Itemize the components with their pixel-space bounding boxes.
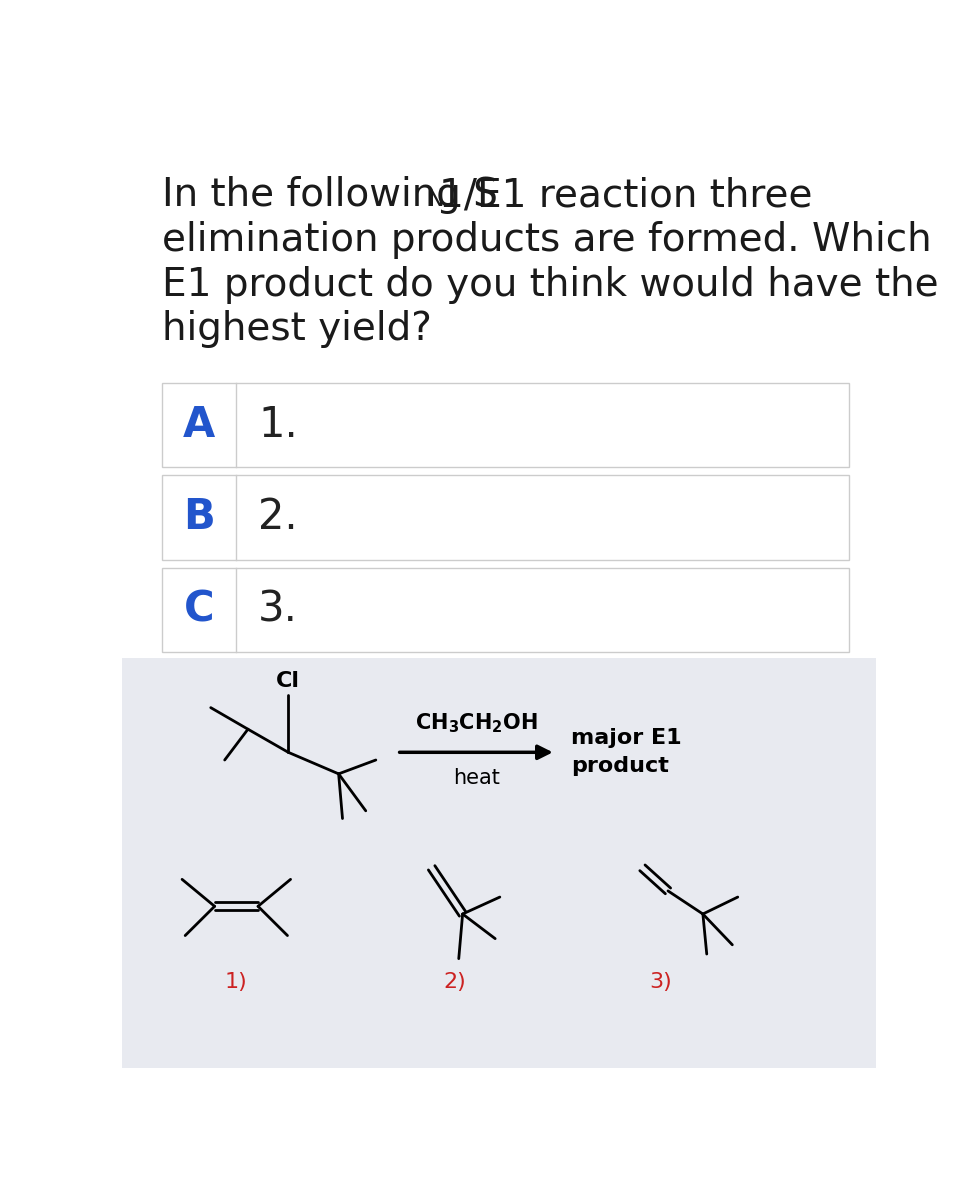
Bar	[162, 568, 848, 653]
Text: A: A	[183, 404, 215, 446]
Bar	[162, 475, 848, 559]
Text: elimination products are formed. Which: elimination products are formed. Which	[162, 221, 931, 259]
Text: 3): 3)	[649, 972, 671, 991]
Text: heat: heat	[452, 768, 499, 787]
Text: $\mathbf{CH_3CH_2OH}$: $\mathbf{CH_3CH_2OH}$	[414, 712, 537, 736]
Text: 1/E1 reaction three: 1/E1 reaction three	[440, 176, 812, 215]
Text: 2): 2)	[444, 972, 466, 991]
Text: 1.: 1.	[258, 404, 298, 446]
Text: N: N	[425, 187, 445, 211]
Text: 3.: 3.	[258, 589, 298, 631]
Text: Cl: Cl	[276, 671, 301, 691]
Bar	[122, 659, 876, 1068]
Text: 2.: 2.	[258, 497, 298, 539]
Text: major E1
product: major E1 product	[571, 728, 682, 776]
Text: B: B	[183, 497, 215, 539]
Text: 1): 1)	[225, 972, 248, 991]
Bar	[162, 383, 848, 468]
Text: highest yield?: highest yield?	[162, 311, 432, 348]
Text: C: C	[184, 589, 214, 631]
Text: In the following S: In the following S	[162, 176, 498, 215]
Text: E1 product do you think would have the: E1 product do you think would have the	[162, 265, 939, 304]
